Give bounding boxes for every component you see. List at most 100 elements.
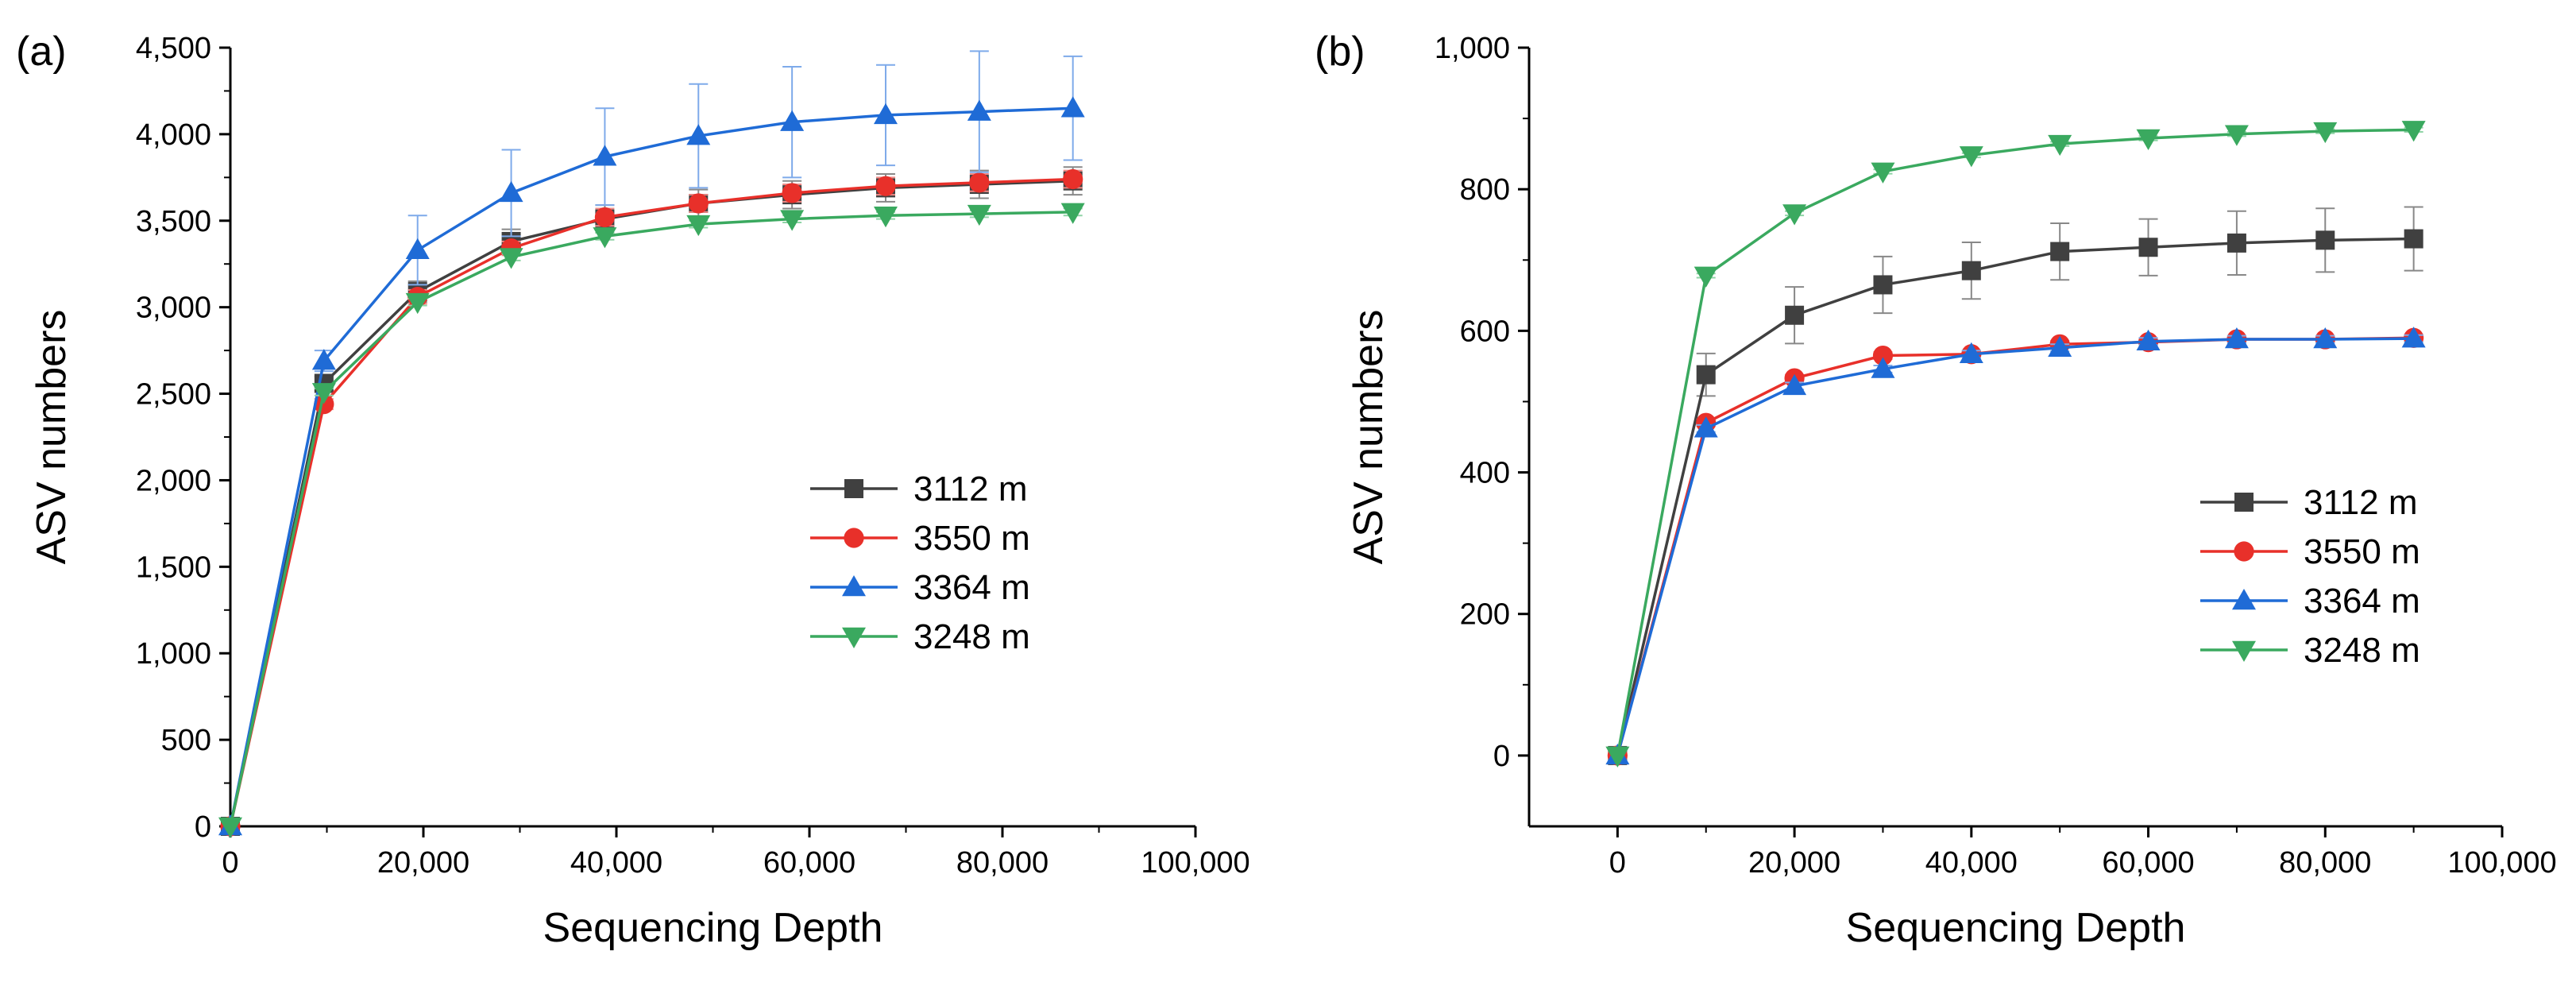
- x-tick-label: 80,000: [956, 846, 1049, 880]
- series-3550-m: [1607, 327, 2424, 766]
- data-point: [1871, 357, 1895, 378]
- data-point: [967, 204, 991, 226]
- legend-label: 3112 m: [2304, 483, 2418, 522]
- y-tick-label: 1,500: [136, 551, 211, 584]
- data-point: [2136, 129, 2161, 151]
- data-point: [1871, 162, 1895, 184]
- data-point: [1872, 345, 1894, 366]
- data-point: [2048, 335, 2072, 357]
- data-point: [2401, 121, 2426, 142]
- data-point: [2226, 233, 2246, 253]
- legend-label: 3248 m: [913, 617, 1030, 656]
- series-line: [1616, 128, 2414, 756]
- x-tick-label: 40,000: [1925, 846, 2018, 880]
- data-point: [593, 227, 617, 249]
- x-tick-label: 60,000: [763, 846, 855, 880]
- y-tick-label: 500: [161, 724, 211, 757]
- data-point: [2136, 329, 2161, 350]
- data-point: [780, 110, 805, 131]
- data-point: [1959, 146, 1983, 168]
- data-point: [2404, 229, 2423, 249]
- y-tick-label: 400: [1460, 457, 1510, 490]
- series-3248-m: [218, 203, 1085, 838]
- data-point: [1060, 96, 1085, 118]
- y-tick-label: 4,500: [136, 32, 211, 65]
- legend-marker: [842, 627, 866, 648]
- x-tick-label: 100,000: [1141, 846, 1249, 880]
- legend-label: 3248 m: [2304, 631, 2420, 670]
- y-tick-label: 4,000: [136, 118, 211, 152]
- data-point: [405, 292, 430, 315]
- series-line: [1616, 336, 2414, 756]
- data-point: [686, 124, 711, 145]
- data-point: [2050, 242, 2070, 261]
- series-line: [229, 211, 1073, 827]
- series-line: [229, 106, 1073, 827]
- y-tick-label: 0: [1493, 740, 1510, 773]
- data-point: [2048, 134, 2072, 157]
- data-point: [499, 248, 523, 269]
- y-tick-label: 1,000: [1435, 32, 1510, 65]
- data-point: [594, 207, 616, 228]
- data-point: [1873, 275, 1893, 295]
- panel-b: (b) 0 20,000 40,000 60,000 80,000 100,000 0 200 4…: [1315, 29, 2557, 951]
- data-point: [311, 383, 336, 404]
- data-point: [1060, 203, 1085, 224]
- legend: 3112 m 3550 m 3364 m 3248 m: [2200, 483, 2420, 670]
- data-point: [1696, 365, 1716, 385]
- data-point: [1694, 416, 1718, 438]
- legend-label: 3364 m: [913, 568, 1030, 607]
- x-tick-label: 60,000: [2102, 846, 2194, 880]
- data-point: [686, 215, 711, 237]
- x-tick-label: 20,000: [377, 846, 469, 880]
- data-point: [875, 176, 896, 196]
- legend-marker: [842, 575, 866, 597]
- legend-marker: [2232, 640, 2256, 662]
- legend-label: 3550 m: [2304, 532, 2420, 571]
- legend-marker: [844, 479, 863, 498]
- y-axis-title: ASV numbers: [29, 310, 75, 565]
- data-point: [969, 172, 990, 193]
- legend-label: 3364 m: [2304, 582, 2420, 621]
- y-tick-label: 3,500: [136, 205, 211, 238]
- y-tick-label: 2,000: [136, 464, 211, 497]
- data-point: [2224, 327, 2249, 349]
- x-tick-label: 20,000: [1748, 846, 1840, 880]
- x-axis-title: Sequencing Depth: [543, 905, 883, 951]
- data-point: [1785, 305, 1805, 325]
- y-tick-label: 2,500: [136, 378, 211, 412]
- data-point: [780, 210, 805, 231]
- data-point: [688, 193, 709, 214]
- data-point: [593, 145, 617, 166]
- x-tick-label: 80,000: [2279, 846, 2371, 880]
- series-line: [1616, 337, 2414, 756]
- data-point: [1959, 342, 1983, 364]
- series-line: [229, 177, 1073, 827]
- data-point: [873, 206, 898, 228]
- y-axis-title: ASV numbers: [1346, 310, 1392, 565]
- x-axis-title: Sequencing Depth: [1846, 905, 2186, 951]
- data-point: [499, 180, 523, 203]
- data-point: [2224, 125, 2249, 146]
- data-point: [2401, 327, 2426, 348]
- series-3112-m: [1608, 206, 2423, 765]
- panel-label: (b): [1315, 29, 1365, 75]
- y-tick-label: 1,000: [136, 637, 211, 671]
- series-3364-m: [1605, 327, 2426, 765]
- legend-marker: [844, 528, 864, 548]
- y-tick-label: 0: [195, 810, 211, 844]
- y-tick-label: 800: [1460, 173, 1510, 207]
- legend-marker: [2234, 541, 2254, 562]
- series-line: [1616, 237, 2414, 756]
- data-point: [405, 238, 430, 260]
- legend-marker: [2232, 589, 2256, 610]
- data-point: [1694, 266, 1718, 288]
- data-point: [967, 99, 991, 121]
- data-point: [782, 183, 802, 203]
- data-point: [1782, 373, 1807, 396]
- legend: 3112 m 3550 m 3364 m 3248 m: [810, 470, 1030, 656]
- x-tick-label: 100,000: [2447, 846, 2556, 880]
- data-point: [1605, 746, 1630, 768]
- x-tick-label: 0: [222, 846, 238, 880]
